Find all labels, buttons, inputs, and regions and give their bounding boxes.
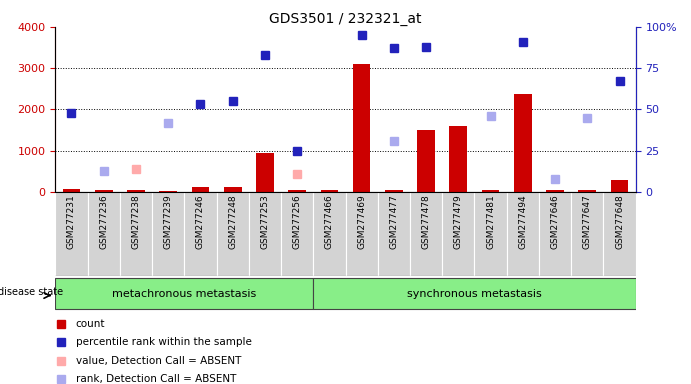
Bar bbox=[55, 192, 88, 276]
Bar bbox=[95, 190, 113, 192]
Bar bbox=[184, 192, 216, 276]
Bar bbox=[507, 192, 539, 276]
Bar bbox=[120, 192, 152, 276]
Bar bbox=[578, 190, 596, 192]
Bar bbox=[288, 190, 306, 192]
Bar bbox=[571, 192, 603, 276]
Title: GDS3501 / 232321_at: GDS3501 / 232321_at bbox=[269, 12, 422, 26]
Bar bbox=[546, 190, 564, 192]
Bar bbox=[256, 153, 274, 192]
Text: GSM277481: GSM277481 bbox=[486, 195, 495, 249]
Text: metachronous metastasis: metachronous metastasis bbox=[112, 289, 256, 299]
Bar bbox=[352, 64, 370, 192]
Bar bbox=[482, 190, 500, 192]
Text: synchronous metastasis: synchronous metastasis bbox=[407, 289, 542, 299]
Text: GSM277248: GSM277248 bbox=[228, 195, 237, 249]
Text: percentile rank within the sample: percentile rank within the sample bbox=[75, 338, 252, 348]
Text: GSM277253: GSM277253 bbox=[261, 195, 269, 249]
Bar bbox=[216, 192, 249, 276]
Text: GSM277478: GSM277478 bbox=[422, 195, 430, 249]
Bar bbox=[449, 126, 467, 192]
Bar bbox=[313, 278, 636, 310]
Text: GSM277236: GSM277236 bbox=[99, 195, 108, 249]
Bar bbox=[127, 190, 145, 192]
Text: GSM277648: GSM277648 bbox=[615, 195, 624, 249]
Text: GSM277239: GSM277239 bbox=[164, 195, 173, 249]
Bar bbox=[385, 190, 403, 192]
Bar bbox=[611, 180, 629, 192]
Text: rank, Detection Call = ABSENT: rank, Detection Call = ABSENT bbox=[75, 374, 236, 384]
Text: GSM277231: GSM277231 bbox=[67, 195, 76, 249]
Bar bbox=[152, 192, 184, 276]
Bar bbox=[159, 191, 177, 192]
Text: GSM277646: GSM277646 bbox=[551, 195, 560, 249]
Text: GSM277238: GSM277238 bbox=[131, 195, 140, 249]
Bar bbox=[88, 192, 120, 276]
Bar bbox=[281, 192, 313, 276]
Bar bbox=[224, 187, 241, 192]
Bar bbox=[442, 192, 475, 276]
Bar bbox=[62, 189, 80, 192]
Text: count: count bbox=[75, 319, 105, 329]
Bar bbox=[321, 190, 339, 192]
Bar bbox=[410, 192, 442, 276]
Text: GSM277256: GSM277256 bbox=[292, 195, 302, 249]
Bar bbox=[539, 192, 571, 276]
Bar bbox=[378, 192, 410, 276]
Bar bbox=[191, 187, 209, 192]
Text: GSM277647: GSM277647 bbox=[583, 195, 592, 249]
Bar bbox=[417, 131, 435, 192]
Text: disease state: disease state bbox=[0, 287, 63, 297]
Bar bbox=[313, 192, 346, 276]
Text: GSM277246: GSM277246 bbox=[196, 195, 205, 249]
Text: GSM277466: GSM277466 bbox=[325, 195, 334, 249]
Text: GSM277494: GSM277494 bbox=[518, 195, 527, 249]
Bar bbox=[603, 192, 636, 276]
Text: value, Detection Call = ABSENT: value, Detection Call = ABSENT bbox=[75, 356, 241, 366]
Bar bbox=[475, 192, 507, 276]
Bar bbox=[346, 192, 378, 276]
Bar bbox=[249, 192, 281, 276]
Bar bbox=[55, 278, 313, 310]
Text: GSM277477: GSM277477 bbox=[389, 195, 399, 249]
Text: GSM277469: GSM277469 bbox=[357, 195, 366, 249]
Bar bbox=[514, 94, 531, 192]
Text: GSM277479: GSM277479 bbox=[454, 195, 463, 249]
